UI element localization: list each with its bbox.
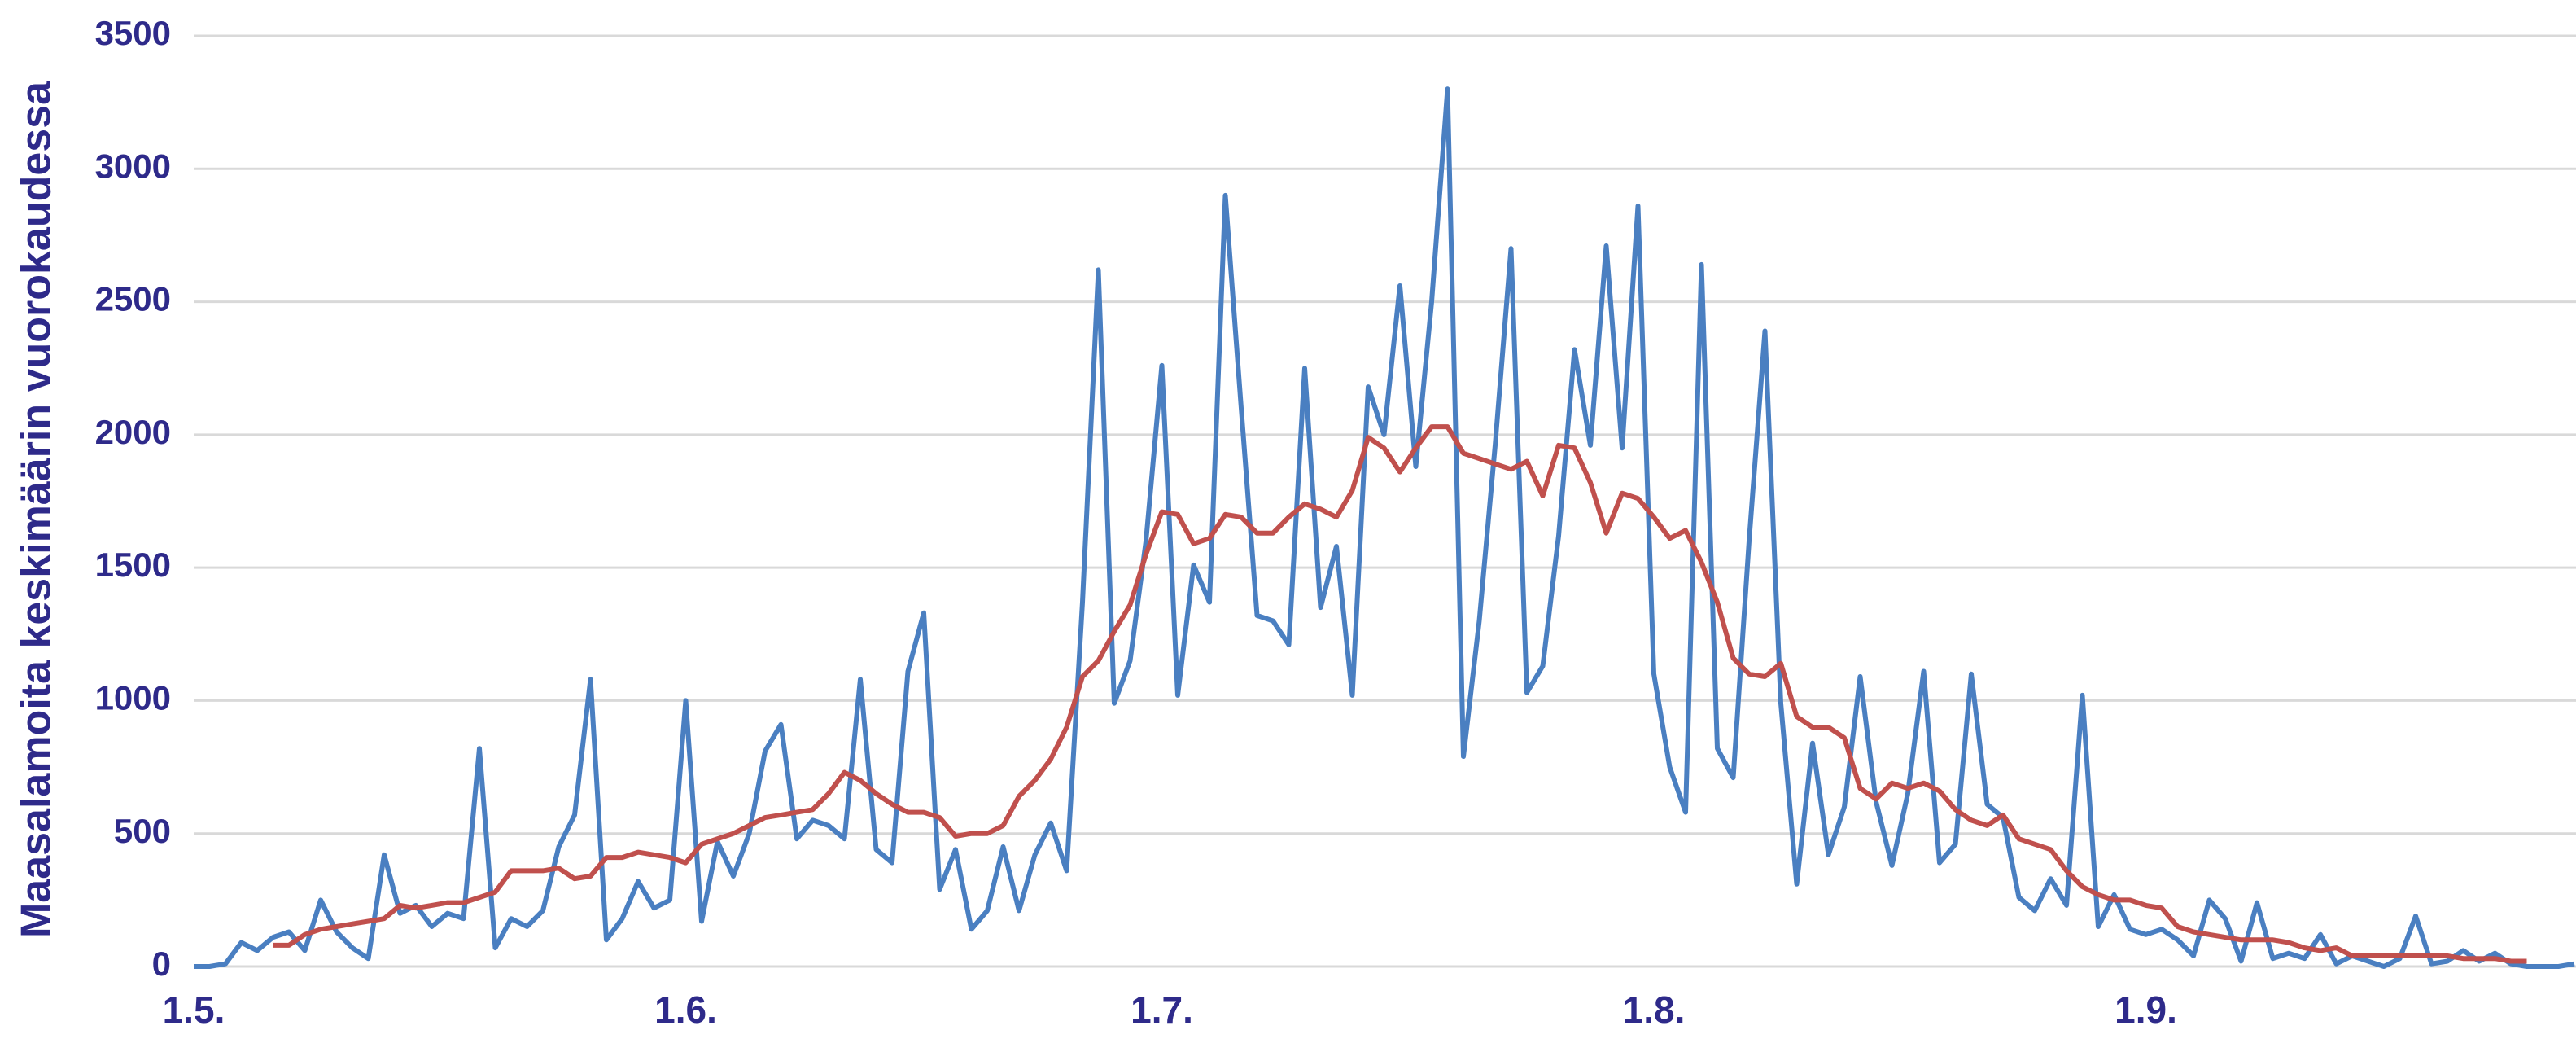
y-tick-label: 0 <box>152 945 171 983</box>
x-tick-label: 1.9. <box>2115 988 2177 1031</box>
y-tick-label: 3000 <box>95 147 171 185</box>
x-tick-label: 1.8. <box>1623 988 1686 1031</box>
y-tick-label: 2000 <box>95 413 171 451</box>
y-tick-label: 3500 <box>95 14 171 52</box>
y-axis-title: Maasalamoita keskimäärin vuorokaudessa <box>13 81 60 938</box>
x-tick-label: 1.7. <box>1131 988 1193 1031</box>
x-tick-label: 1.5. <box>163 988 225 1031</box>
series-line <box>273 424 2527 964</box>
y-tick-label: 2500 <box>95 280 171 318</box>
x-tick-label: 1.6. <box>654 988 717 1031</box>
y-tick-label: 1500 <box>95 546 171 584</box>
y-tick-label: 1000 <box>95 679 171 717</box>
series-line <box>194 86 2575 969</box>
y-tick-label: 500 <box>114 812 171 850</box>
